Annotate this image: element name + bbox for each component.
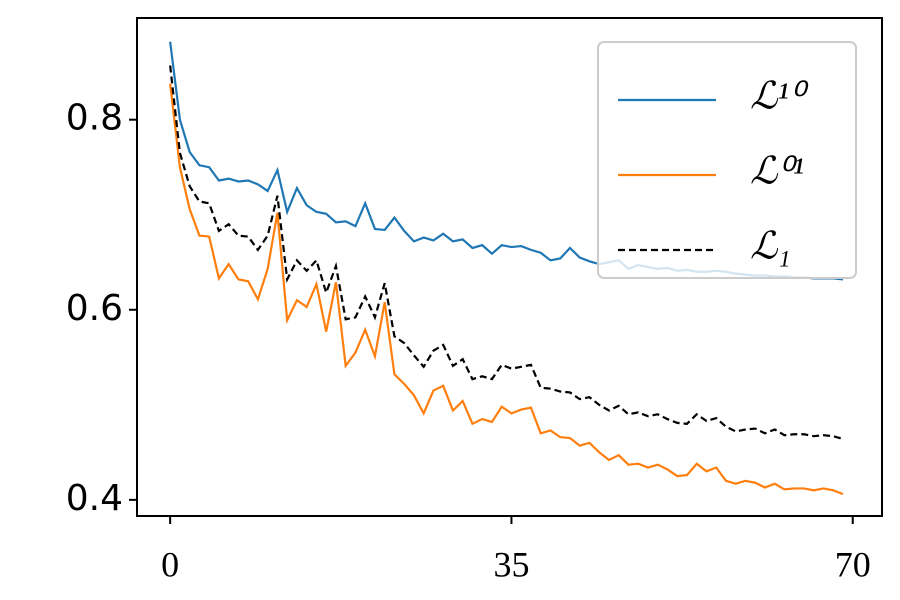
y-tick-label: 0.6 — [66, 288, 123, 329]
legend: ℒ¹⁰ ℒ⁰¹ ℒ₁ — [597, 41, 857, 279]
y-tick-label: 0.4 — [66, 478, 123, 519]
legend-label: ℒ⁰¹ — [750, 151, 804, 193]
y-tick-label: 0.8 — [66, 98, 123, 139]
x-tick-label: 0 — [161, 544, 179, 584]
legend-label: ℒ₁ — [750, 226, 791, 268]
series-line — [169, 83, 844, 496]
x-tick-label: 35 — [493, 544, 529, 584]
legend-frame — [597, 41, 857, 279]
plot-frame — [136, 17, 883, 517]
x-tick-label: 70 — [835, 544, 871, 584]
series-line — [169, 65, 844, 441]
legend-label: ℒ¹⁰ — [750, 76, 809, 118]
